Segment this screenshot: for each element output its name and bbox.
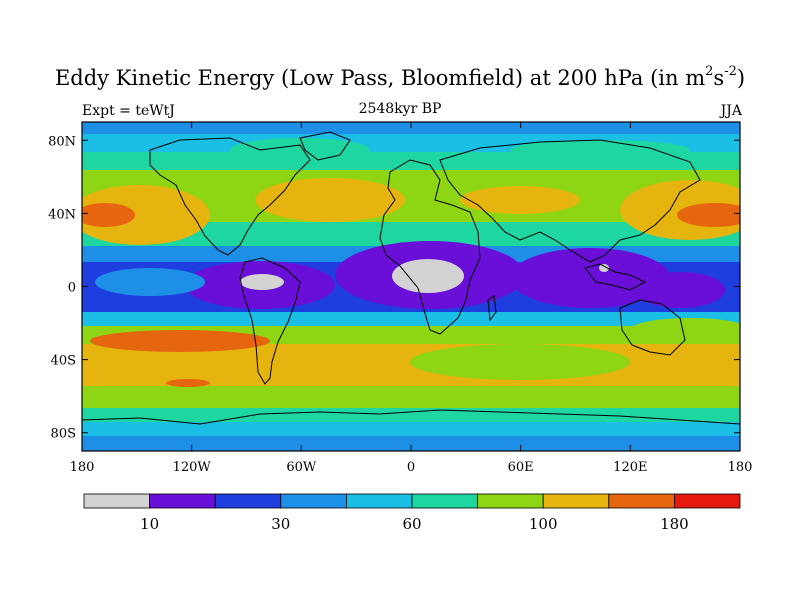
map-panel — [82, 122, 740, 451]
colorbar-swatch — [214, 493, 282, 509]
colorbar-swatch — [608, 493, 675, 509]
greenland-outline — [299, 131, 351, 161]
asia-outline — [439, 139, 701, 263]
colorbar-label: 100 — [529, 515, 558, 533]
colorbar: 10 30 60 100 180 — [83, 493, 741, 533]
x-tick-label: 180 — [70, 460, 95, 475]
y-tick-label: 40S — [51, 354, 76, 369]
colorbar-swatch — [411, 493, 478, 509]
y-tick-label: 0 — [68, 281, 76, 296]
x-tick-label: 120E — [613, 460, 647, 475]
y-tick-label: 80N — [48, 134, 76, 149]
antarctica-outline — [82, 409, 740, 425]
x-tick-label: 0 — [407, 460, 415, 475]
x-tick-label: 180 — [728, 460, 753, 475]
season-label: JJA — [720, 103, 742, 119]
colorbar-swatch — [280, 493, 347, 509]
latitude-ticks: 80N 40N 0 40S 80S — [48, 122, 741, 451]
coastlines — [82, 131, 740, 425]
colorbar-label: 10 — [140, 515, 159, 533]
x-tick-label: 60E — [508, 460, 534, 475]
maritime-continent-outline — [584, 263, 647, 291]
colorbar-label: 60 — [402, 515, 421, 533]
colorbar-swatch — [542, 493, 610, 509]
colorbar-swatch — [149, 493, 216, 509]
colorbar-swatch — [477, 493, 544, 509]
x-tick-label: 60W — [286, 460, 317, 475]
colorbar-label: 30 — [271, 515, 290, 533]
x-tick-label: 120W — [173, 460, 212, 475]
plot-title: Eddy Kinetic Energy (Low Pass, Bloomfiel… — [54, 64, 746, 90]
north-america-outline — [149, 137, 311, 256]
colorbar-swatch — [674, 493, 741, 509]
colorbar-label: 180 — [660, 515, 689, 533]
colorbar-swatch — [345, 493, 413, 509]
time-label: 2548kyr BP — [358, 101, 442, 117]
colorbar-swatch — [83, 493, 150, 509]
energy-anomalies — [82, 138, 740, 387]
south-america-outline — [239, 257, 301, 385]
madagascar-outline — [487, 295, 497, 322]
europe-africa-outline — [379, 159, 481, 335]
y-tick-label: 80S — [51, 427, 76, 442]
experiment-label: Expt = teWtJ — [82, 103, 175, 119]
y-tick-label: 40N — [48, 207, 76, 222]
longitude-ticks: 180 120W 60W 0 60E 120E 180 — [70, 460, 753, 475]
australia-outline — [619, 299, 686, 356]
